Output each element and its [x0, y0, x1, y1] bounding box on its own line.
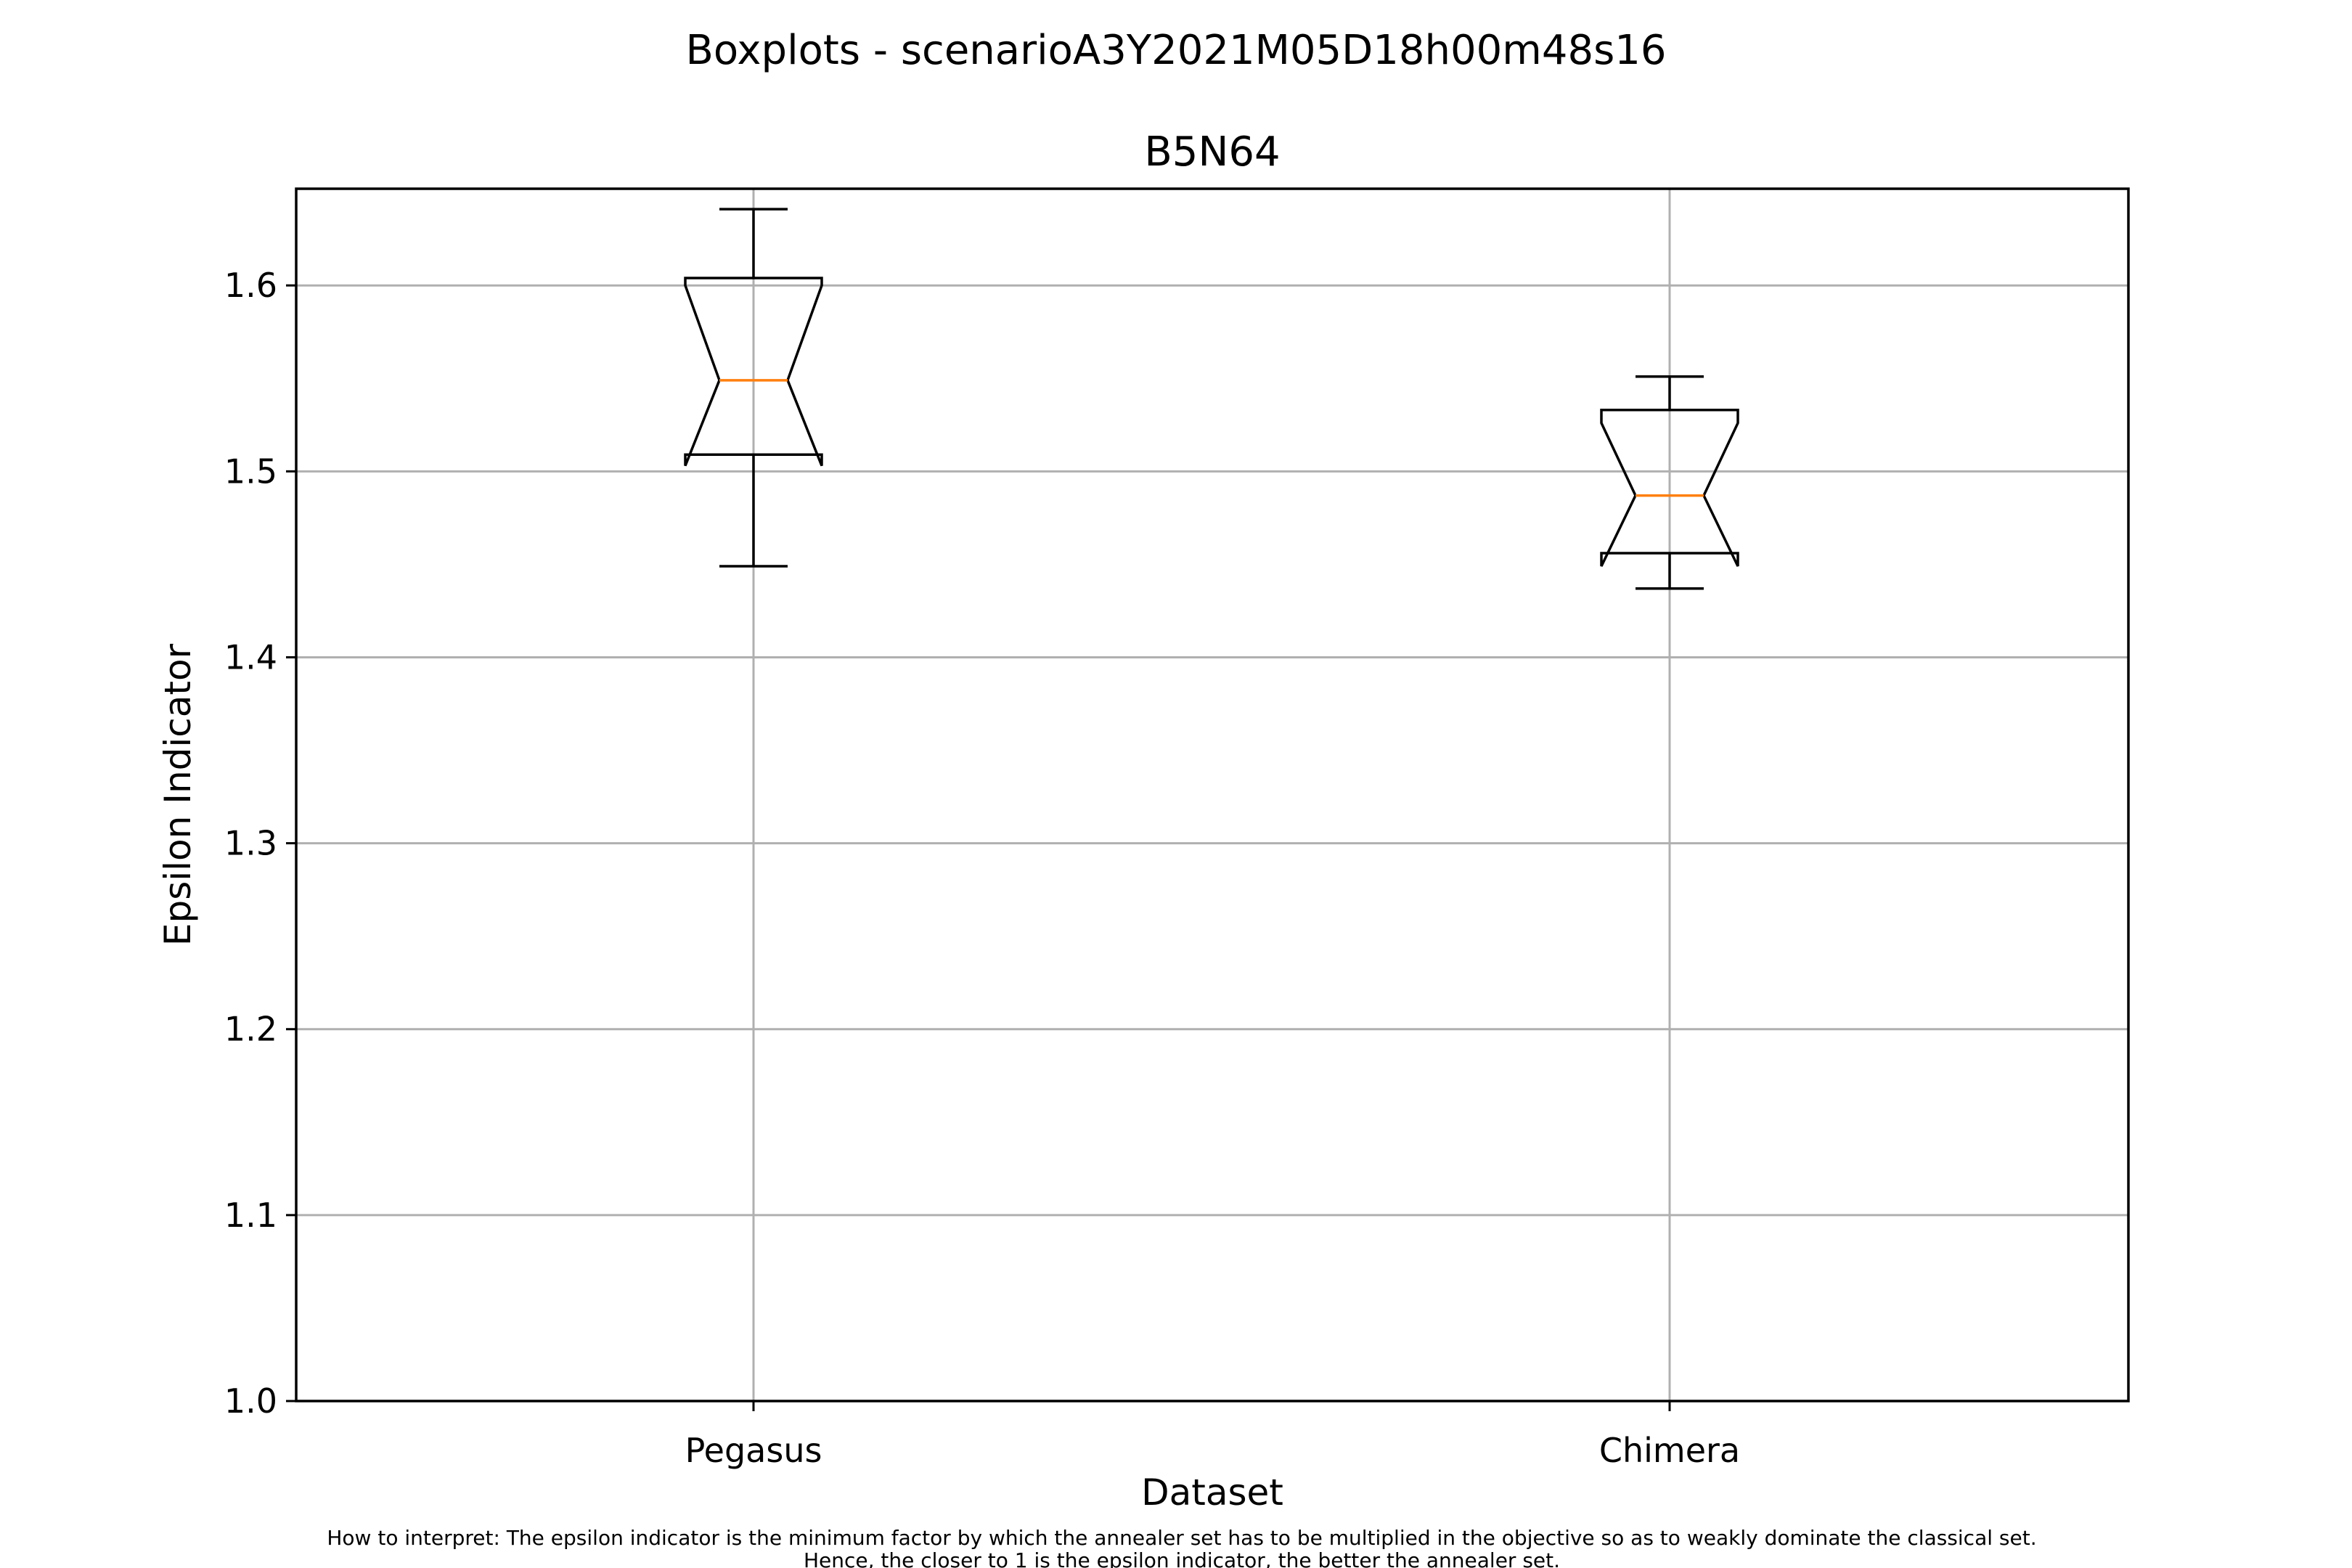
grid-lines	[296, 189, 2128, 1402]
y-tick-label: 1.3	[224, 824, 277, 863]
x-axis-label: Dataset	[1141, 1471, 1283, 1514]
plot-frame	[295, 187, 2130, 1402]
figure-title: Boxplots - scenarioA3Y2021M05D18h00m48s1…	[685, 27, 1666, 74]
footnote-line-1: How to interpret: The epsilon indicator …	[327, 1526, 2036, 1550]
axes-title: B5N64	[1144, 128, 1280, 176]
y-axis-label: Epsilon Indicator	[157, 643, 199, 946]
y-tick-label: 1.2	[224, 1010, 277, 1049]
x-tick-label: Pegasus	[685, 1431, 822, 1470]
x-tick-label: Chimera	[1599, 1431, 1740, 1470]
box-body	[1600, 409, 1739, 567]
y-tick-label: 1.6	[224, 266, 277, 305]
y-tick-label: 1.1	[224, 1196, 277, 1235]
y-tick-label: 1.5	[224, 452, 277, 491]
footnote-line-2: Hence, the closer to 1 is the epsilon in…	[804, 1548, 1560, 1568]
box-body	[684, 277, 823, 467]
box-elements	[684, 208, 1739, 590]
y-tick-label: 1.0	[224, 1381, 277, 1421]
axis-ticks: 1.0 1.1 1.2 1.3 1.4 1.5 1.6 Pegasus Chimera	[224, 266, 1740, 1470]
y-tick-label: 1.4	[224, 637, 277, 677]
